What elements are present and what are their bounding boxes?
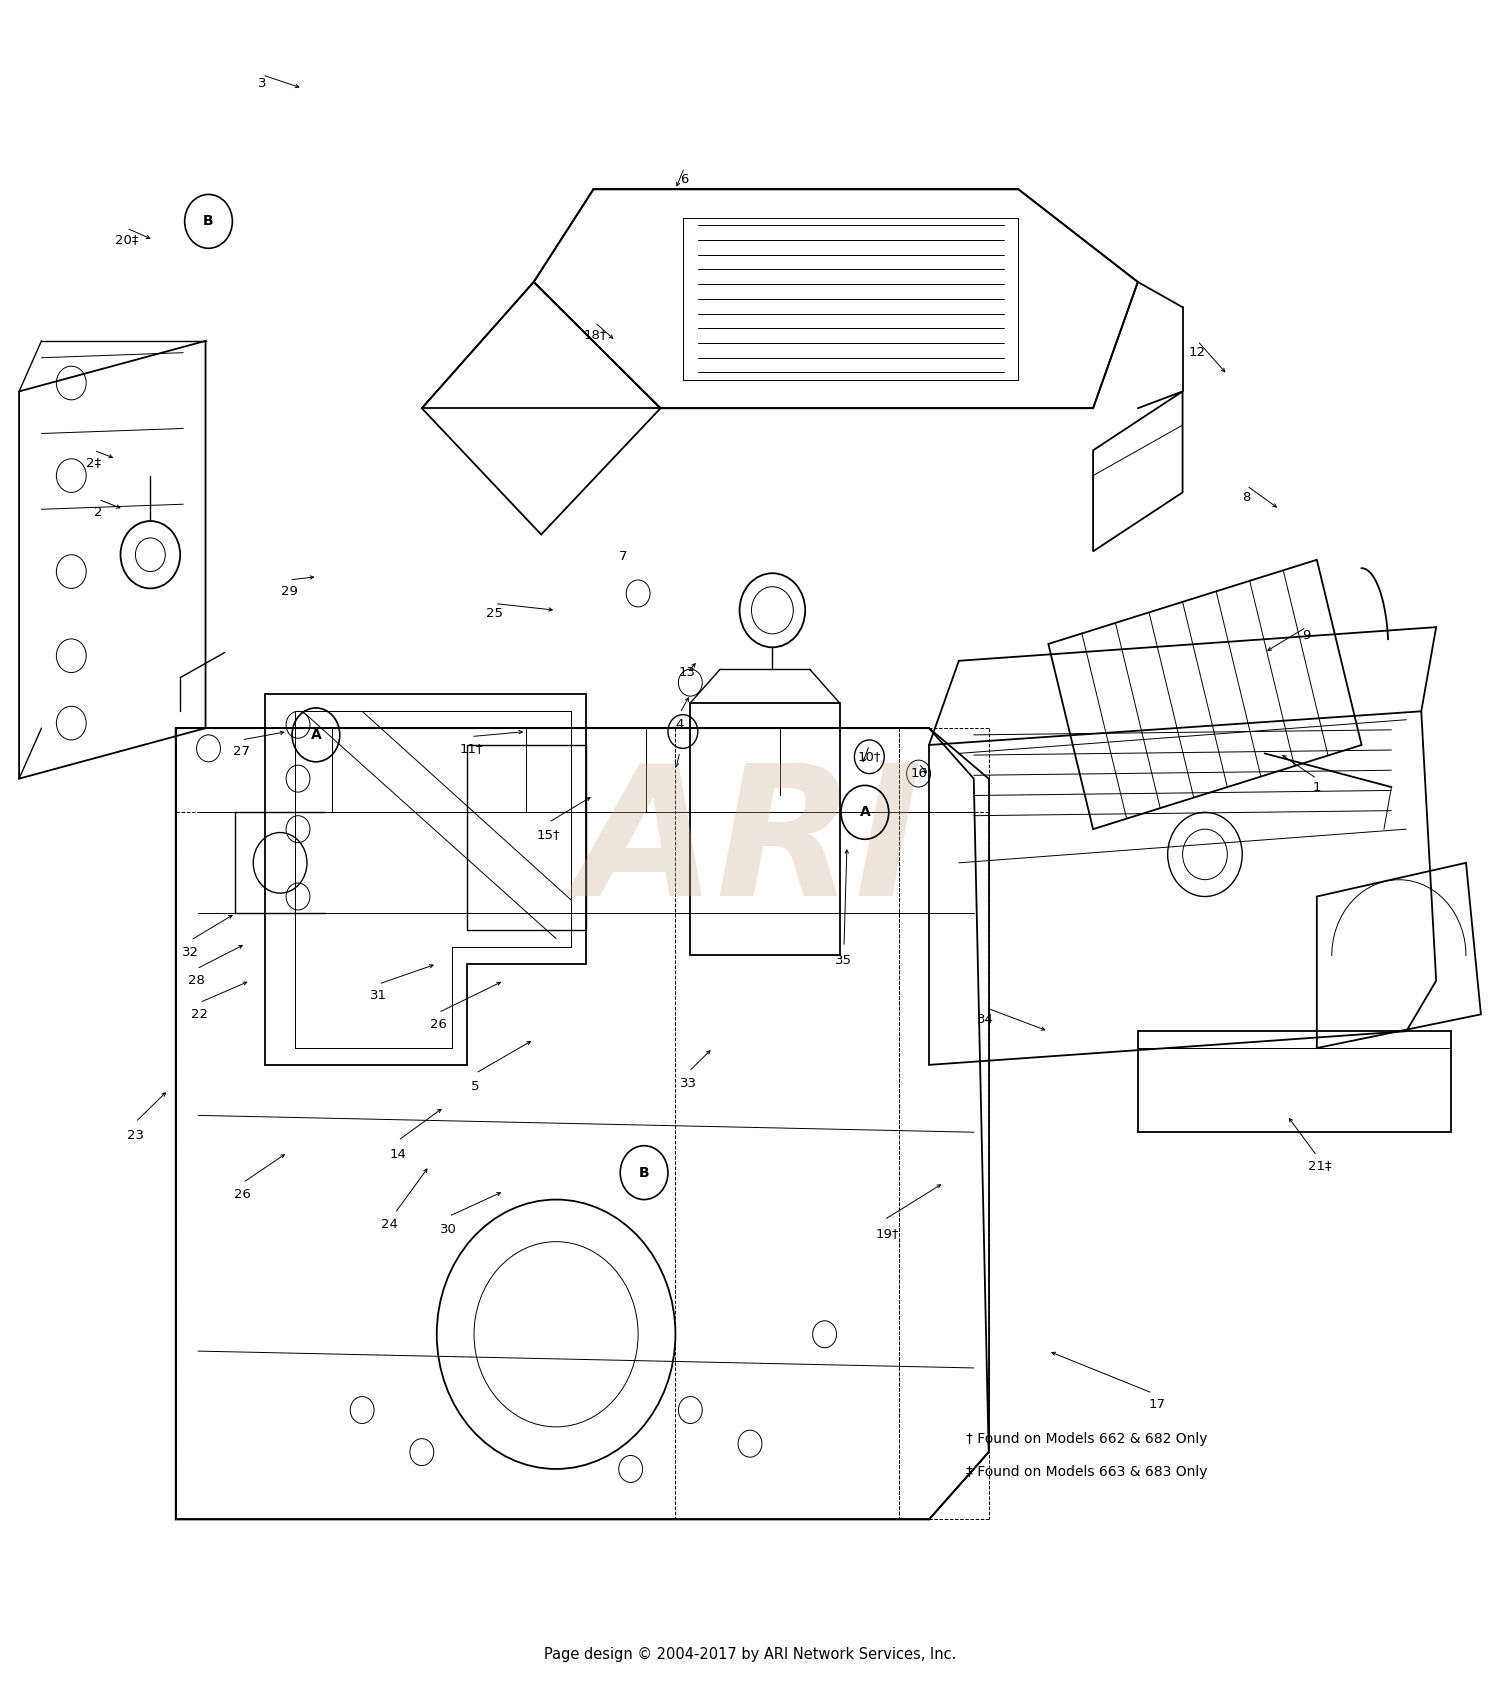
Text: 7: 7 <box>620 550 627 563</box>
Text: 22: 22 <box>190 1008 208 1020</box>
Text: 15†: 15† <box>537 827 561 841</box>
Text: 29: 29 <box>280 585 297 599</box>
Text: 14: 14 <box>390 1147 406 1161</box>
Text: 30: 30 <box>440 1223 458 1237</box>
Text: 27: 27 <box>232 744 250 758</box>
Text: 17: 17 <box>1149 1399 1166 1411</box>
Text: 19†: 19† <box>876 1227 898 1240</box>
Text: 3: 3 <box>258 76 267 90</box>
Text: 24: 24 <box>381 1218 398 1232</box>
Text: 4: 4 <box>675 719 684 731</box>
Text: 35: 35 <box>836 954 852 968</box>
Text: 11†: 11† <box>459 741 483 755</box>
Text: 26: 26 <box>234 1188 252 1201</box>
Text: B: B <box>202 215 214 228</box>
Text: 31: 31 <box>370 990 387 1002</box>
Text: 16: 16 <box>910 766 927 780</box>
Text: Page design © 2004-2017 by ARI Network Services, Inc.: Page design © 2004-2017 by ARI Network S… <box>544 1646 956 1662</box>
Text: † Found on Models 662 & 682 Only: † Found on Models 662 & 682 Only <box>966 1431 1208 1445</box>
Text: 8: 8 <box>1242 491 1251 504</box>
Text: 6: 6 <box>680 173 688 186</box>
Text: 23: 23 <box>128 1129 144 1142</box>
Text: A: A <box>859 805 870 819</box>
Text: 12: 12 <box>1190 347 1206 359</box>
Text: 18†: 18† <box>584 328 606 340</box>
Text: 26: 26 <box>430 1019 447 1030</box>
Text: 20‡: 20‡ <box>114 233 138 247</box>
Text: 25: 25 <box>486 607 504 621</box>
Text: 34: 34 <box>976 1014 994 1025</box>
Text: 1: 1 <box>1312 780 1322 794</box>
Text: 5: 5 <box>471 1079 480 1093</box>
Text: 28: 28 <box>188 975 206 986</box>
Text: 33: 33 <box>681 1076 698 1090</box>
Text: B: B <box>639 1166 650 1179</box>
Text: 21‡: 21‡ <box>1308 1159 1332 1173</box>
Text: ARI: ARI <box>578 758 922 934</box>
Text: 9: 9 <box>1302 629 1311 641</box>
Text: A: A <box>310 728 321 741</box>
Text: 32: 32 <box>182 946 200 959</box>
Text: 2‡: 2‡ <box>86 455 100 469</box>
Text: 13: 13 <box>680 667 696 678</box>
Text: 10†: 10† <box>858 750 880 763</box>
Text: 2: 2 <box>94 506 102 519</box>
Text: ‡ Found on Models 663 & 683 Only: ‡ Found on Models 663 & 683 Only <box>966 1465 1208 1479</box>
